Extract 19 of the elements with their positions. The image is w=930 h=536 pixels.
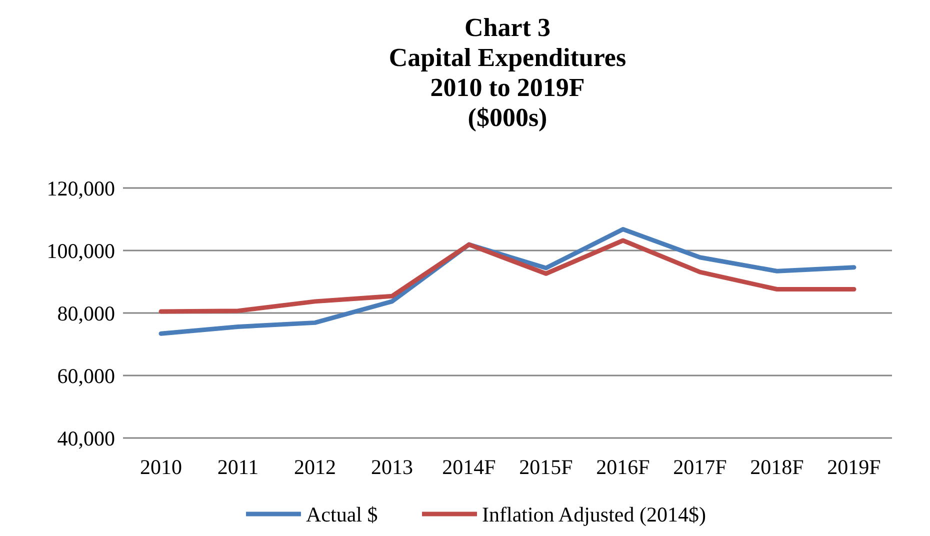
x-tick-label: 2019F	[827, 455, 881, 479]
x-tick-label: 2010	[140, 455, 182, 479]
y-tick-label: 40,000	[57, 426, 115, 450]
x-tick-label: 2011	[217, 455, 259, 479]
x-tick-label: 2016F	[596, 455, 650, 479]
y-tick-label: 80,000	[57, 301, 115, 326]
legend-label: Actual $	[306, 502, 378, 526]
y-tick-label: 100,000	[46, 238, 115, 263]
x-tick-label: 2013	[371, 455, 413, 479]
y-tick-label: 60,000	[57, 364, 115, 388]
line-series	[158, 238, 856, 314]
legend-label: Inflation Adjusted (2014$)	[482, 502, 706, 526]
x-tick-label: 2014F	[442, 455, 496, 479]
x-tick-label: 2015F	[519, 455, 573, 479]
y-tick-label: 120,000	[46, 176, 115, 200]
x-tick-label: 2012	[294, 455, 336, 479]
x-tick-label: 2017F	[673, 455, 727, 479]
chart-title: Chart 3 Capital Expenditures 2010 to 2019F ($000s)	[388, 13, 626, 132]
x-tick-label: 2018F	[750, 455, 804, 479]
